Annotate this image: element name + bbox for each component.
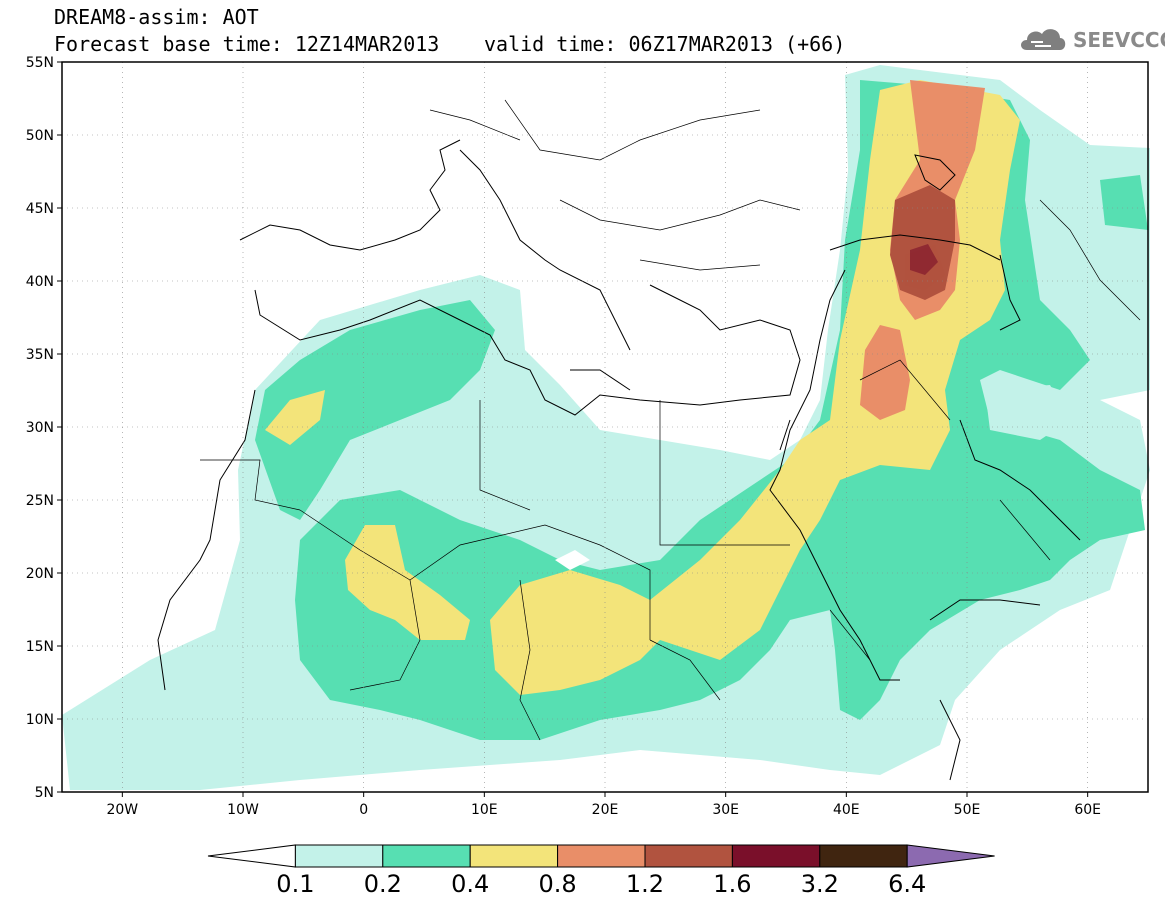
lat-label: 50N [26, 128, 54, 144]
colorbar-segment [644, 844, 733, 868]
map-title: DREAM8-assim: AOT [54, 5, 259, 29]
aot-field [62, 65, 1150, 790]
logo-text: SEEVCCC [1073, 28, 1165, 52]
colorbar-label: 1.6 [713, 870, 752, 898]
lat-label: 10N [26, 712, 54, 728]
colorbar-segment [819, 844, 908, 868]
colorbar-label: 0.1 [276, 870, 315, 898]
colorbar-left-arrow [207, 844, 296, 868]
colorbar-label: 0.2 [363, 870, 402, 898]
lon-label: 40E [833, 802, 860, 818]
lon-label: 30E [712, 802, 739, 818]
lon-label: 10W [227, 802, 259, 818]
forecast-base-time: Forecast base time: 12Z14MAR2013 [54, 32, 440, 56]
colorbar-label: 0.8 [538, 870, 577, 898]
lat-label: 55N [26, 55, 54, 71]
lon-label: 10E [471, 802, 498, 818]
lat-labels: 55N 50N 45N 40N 35N 30N 25N 20N 15N 10N 5N [26, 55, 62, 801]
colorbar-label: 3.2 [800, 870, 839, 898]
lon-label: 60E [1074, 802, 1101, 818]
lon-label: 50E [954, 802, 981, 818]
lon-labels: 20W 10W 0 10E 20E 30E 40E 50E 60E [106, 792, 1101, 818]
lat-label: 15N [26, 639, 54, 655]
colorbar-segment [294, 844, 384, 868]
valid-time: valid time: 06Z17MAR2013 (+66) [484, 32, 846, 56]
lon-label: 20E [592, 802, 619, 818]
lat-label: 45N [26, 201, 54, 217]
lat-label: 25N [26, 493, 54, 509]
seevccc-logo: SEEVCCC [1017, 22, 1165, 56]
colorbar-label: 1.2 [625, 870, 665, 898]
lat-label: 40N [26, 274, 54, 290]
colorbar-label: 6.4 [888, 870, 927, 898]
colorbar-segment [731, 844, 821, 868]
lat-lon-grid [62, 62, 1148, 792]
borders [200, 99, 1141, 741]
colorbar-segment [557, 844, 646, 868]
lon-label: 0 [359, 802, 368, 818]
colorbar-segment [469, 844, 559, 868]
cloud-icon [1021, 29, 1066, 50]
lat-label: 35N [26, 347, 54, 363]
colorbar-label: 0.4 [451, 870, 490, 898]
lat-label: 30N [26, 420, 54, 436]
lon-label: 20W [106, 802, 138, 818]
colorbar-segment [382, 844, 471, 868]
colorbar-right-arrow [906, 844, 995, 868]
lat-label: 5N [35, 785, 54, 801]
colorbar [207, 844, 995, 868]
coastlines [157, 139, 1081, 781]
lat-label: 20N [26, 566, 54, 582]
